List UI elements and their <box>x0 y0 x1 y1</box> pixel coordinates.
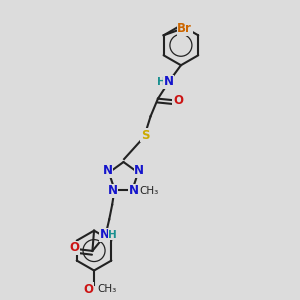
Text: N: N <box>100 228 110 241</box>
Text: N: N <box>164 76 174 88</box>
Text: N: N <box>108 184 118 197</box>
Text: O: O <box>83 283 94 296</box>
Text: H: H <box>157 77 166 87</box>
Text: O: O <box>173 94 183 106</box>
Text: N: N <box>103 164 113 177</box>
Text: N: N <box>129 184 139 197</box>
Text: S: S <box>141 128 149 142</box>
Text: H: H <box>108 230 117 240</box>
Text: CH₃: CH₃ <box>97 284 116 294</box>
Text: Br: Br <box>177 22 192 35</box>
Text: O: O <box>70 242 80 254</box>
Text: CH₃: CH₃ <box>140 186 159 196</box>
Text: N: N <box>134 164 144 177</box>
